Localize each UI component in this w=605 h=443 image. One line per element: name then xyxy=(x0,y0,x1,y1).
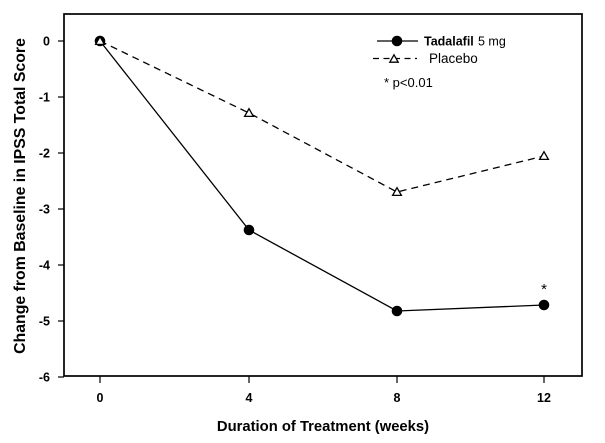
svg-text:*: * xyxy=(541,281,547,298)
svg-text:0: 0 xyxy=(97,391,104,405)
svg-text:* p<0.01: * p<0.01 xyxy=(384,75,433,90)
svg-text:4: 4 xyxy=(246,391,253,405)
svg-text:-6: -6 xyxy=(39,371,50,385)
svg-text:-4: -4 xyxy=(39,259,50,273)
svg-text:5 mg: 5 mg xyxy=(478,35,506,49)
svg-text:Tadalafil: Tadalafil xyxy=(424,35,474,49)
svg-text:12: 12 xyxy=(537,391,551,405)
svg-text:-2: -2 xyxy=(39,147,50,161)
svg-text:-1: -1 xyxy=(39,91,50,105)
svg-text:0: 0 xyxy=(43,35,50,49)
svg-text:-5: -5 xyxy=(39,315,50,329)
svg-text:-3: -3 xyxy=(39,203,50,217)
svg-text:Placebo: Placebo xyxy=(429,51,478,66)
svg-text:8: 8 xyxy=(394,391,401,405)
